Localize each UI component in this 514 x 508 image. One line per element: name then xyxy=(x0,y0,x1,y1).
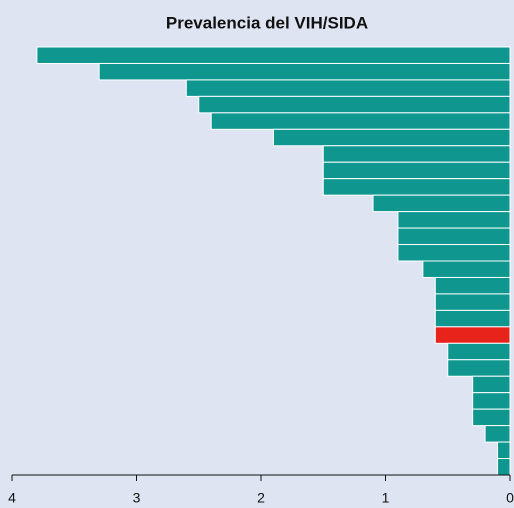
bar xyxy=(372,194,511,213)
bar xyxy=(36,46,511,64)
bar xyxy=(185,79,511,97)
bar xyxy=(322,145,511,163)
bar xyxy=(397,211,511,229)
bar xyxy=(472,375,511,394)
bar xyxy=(434,309,511,328)
bar xyxy=(447,342,511,361)
bar xyxy=(272,128,511,147)
bar xyxy=(322,178,511,196)
bar xyxy=(434,293,511,311)
bar xyxy=(472,408,511,427)
x-tick-label: 1 xyxy=(382,490,390,506)
chart-title: Prevalencia del VIH/SIDA xyxy=(166,13,368,32)
bar xyxy=(210,112,511,130)
x-tick-label: 2 xyxy=(257,490,265,506)
bar xyxy=(422,260,511,278)
x-tick-label: 4 xyxy=(8,490,16,506)
bar xyxy=(322,161,511,180)
bar xyxy=(472,392,511,410)
x-tick-label: 0 xyxy=(506,490,514,506)
bar xyxy=(98,62,511,81)
x-tick-label: 3 xyxy=(133,490,141,506)
bar xyxy=(397,244,511,262)
bar xyxy=(484,425,511,443)
bar xyxy=(497,458,511,476)
bar xyxy=(434,326,511,344)
bar xyxy=(434,276,511,295)
bar xyxy=(198,95,511,114)
bar xyxy=(397,227,511,246)
bar xyxy=(497,441,511,460)
bar xyxy=(447,359,511,377)
